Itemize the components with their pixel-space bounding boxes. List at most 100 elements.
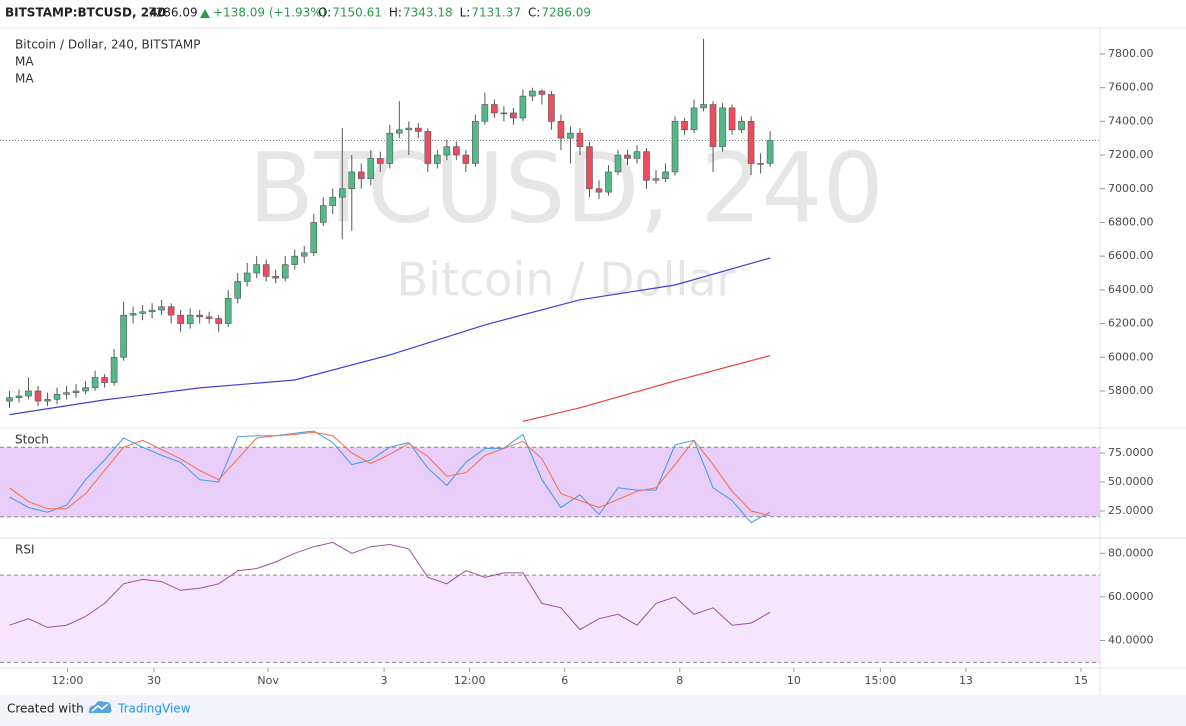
ohlc-value: 7131.37: [471, 6, 521, 20]
candle-body: [367, 158, 375, 179]
x-tick-label: 8: [676, 674, 683, 687]
candle-body: [700, 104, 707, 109]
x-tick-label: 10: [787, 674, 801, 687]
candle-body: [215, 318, 222, 324]
candle-body: [120, 314, 127, 358]
candle-body: [690, 107, 698, 131]
candle-body: [53, 394, 61, 400]
y-tick-label: 6200.00: [1108, 317, 1154, 330]
y-tick-label: 6400.00: [1108, 283, 1154, 296]
ohlc: O: 7150.61 H: 7343.18 L: 7131.37 C: 7286.09: [318, 6, 591, 20]
candle-body: [300, 252, 308, 257]
panel-title: RSI: [15, 543, 35, 557]
candle-body: [491, 104, 498, 114]
candle-body: [82, 387, 89, 392]
band: [0, 447, 1100, 517]
candle-body: [386, 132, 394, 164]
candle-body: [129, 313, 137, 316]
x-tick-label: 15:00: [865, 674, 897, 687]
brand: TradingView: [117, 702, 191, 716]
candle-body: [500, 112, 508, 115]
candle-body: [329, 196, 337, 206]
ohlc-value: 7286.09: [541, 6, 591, 20]
candle-body: [424, 131, 432, 164]
candle-body: [728, 107, 736, 131]
series-line: [9, 541, 771, 631]
candle-body: [519, 95, 527, 119]
candle-body: [319, 205, 327, 223]
candle-body: [529, 90, 536, 97]
candle-body: [662, 171, 669, 179]
y-tick-label: 6000.00: [1108, 350, 1154, 363]
ohlc-label: L:: [460, 6, 471, 20]
candle-body: [481, 104, 489, 122]
candle-body: [396, 129, 403, 134]
candle-body: [605, 171, 612, 193]
candle-body: [44, 399, 51, 402]
band: [0, 575, 1100, 663]
candle-body: [747, 121, 755, 164]
candle-body: [557, 121, 565, 139]
candle-body: [34, 390, 42, 402]
x-tick-label: 3: [381, 674, 388, 687]
tradingview-logo: [88, 701, 112, 713]
candle-body: [681, 121, 688, 131]
candle-body: [224, 297, 232, 324]
y-tick-label: 5800.00: [1108, 384, 1154, 397]
y-tick-label: 6800.00: [1108, 215, 1154, 228]
symbol: BITSTAMP:BTCUSD, 240: [5, 6, 166, 20]
candle-body: [205, 316, 213, 319]
candle-body: [72, 390, 80, 393]
candle-body: [376, 158, 384, 164]
y-tick-label: 7600.00: [1108, 81, 1154, 94]
candle-body: [272, 276, 280, 279]
candle-body: [139, 311, 146, 314]
candle-body: [63, 392, 70, 395]
candle-body: [415, 127, 422, 132]
candle-body: [738, 121, 745, 131]
candle-body: [434, 154, 441, 164]
candle-body: [338, 188, 346, 198]
ohlc-label: H:: [389, 6, 402, 20]
x-tick-label: 13: [959, 674, 973, 687]
y-tick-label: 7000.00: [1108, 182, 1154, 195]
x-tick-label: 6: [561, 674, 568, 687]
candle-body: [158, 306, 165, 311]
footer-bar: [0, 695, 1186, 726]
chart-title: Bitcoin / Dollar, 240, BITSTAMP: [15, 38, 200, 52]
candle-body: [262, 264, 270, 277]
candle-body: [472, 121, 479, 164]
candle-body: [462, 154, 470, 164]
candle-body: [177, 314, 184, 324]
y-tick-label: 7800.00: [1108, 47, 1154, 60]
candle-body: [453, 146, 460, 156]
series-line: [9, 431, 771, 517]
candle-body: [643, 151, 650, 181]
y-tick-label: 60.0000: [1108, 590, 1154, 603]
last-price: 7286.09: [148, 6, 198, 20]
ohlc-value: 7343.18: [403, 6, 453, 20]
candle-body: [281, 264, 289, 279]
y-tick-label: 40.0000: [1108, 634, 1154, 647]
candle-body: [310, 222, 318, 254]
candle-body: [15, 395, 23, 399]
x-tick-label: Nov: [257, 674, 279, 687]
created-with: Created with: [7, 702, 84, 716]
candle-body: [624, 154, 631, 159]
series-line: [522, 355, 771, 422]
change: +138.09 (+1.93%): [213, 6, 326, 20]
x-tick-label: 30: [147, 674, 161, 687]
y-tick-label: 80.0000: [1108, 546, 1154, 559]
candle-body: [709, 104, 717, 147]
candle-body: [633, 151, 641, 159]
candle-body: [586, 146, 593, 190]
candle-body: [567, 132, 574, 139]
candle-body: [25, 390, 32, 397]
candle-body: [443, 146, 451, 156]
candle-body: [538, 90, 546, 95]
watermark-symbol: BTCUSD, 240: [248, 132, 883, 244]
ohlc-label: O:: [318, 6, 331, 20]
candle-body: [595, 188, 603, 193]
up-arrow: [200, 9, 210, 18]
